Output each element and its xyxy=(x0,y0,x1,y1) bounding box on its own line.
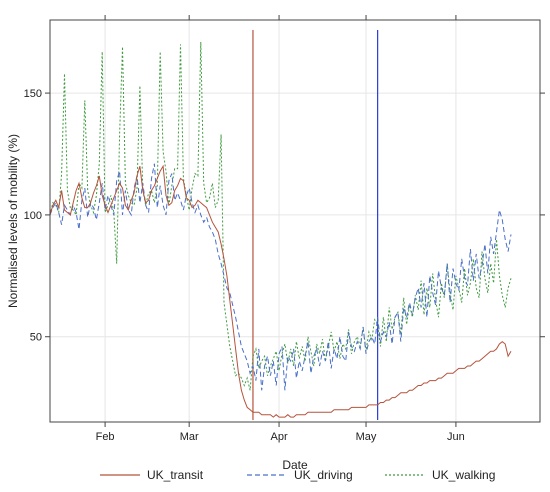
y-tick-label: 50 xyxy=(30,332,42,344)
series-line-UK_driving xyxy=(49,163,512,391)
legend-label: UK_walking xyxy=(432,468,495,482)
x-tick-label: Feb xyxy=(96,431,115,443)
y-tick-label: 150 xyxy=(24,88,42,100)
y-tick-label: 100 xyxy=(24,210,42,222)
x-tick-label: Mar xyxy=(180,431,199,443)
x-tick-label: Jun xyxy=(447,431,465,443)
series-line-UK_walking xyxy=(49,41,512,391)
reference-lines xyxy=(252,30,379,420)
y-axis-ticks: 50 100 150 xyxy=(24,88,545,344)
series-lines xyxy=(49,41,512,418)
legend: UK_transit UK_driving UK_walking xyxy=(100,468,495,482)
legend-label: UK_transit xyxy=(147,468,204,482)
x-axis-title: Date xyxy=(282,458,308,472)
x-axis-ticks: Feb Mar Apr May Jun xyxy=(96,15,465,443)
legend-label: UK_driving xyxy=(294,468,353,482)
x-tick-label: Apr xyxy=(270,431,287,443)
plot-frame xyxy=(49,19,541,423)
y-axis-title: Normalised levels of mobility (%) xyxy=(6,134,20,308)
series-line-UK_transit xyxy=(49,164,512,418)
x-tick-label: May xyxy=(356,431,377,443)
